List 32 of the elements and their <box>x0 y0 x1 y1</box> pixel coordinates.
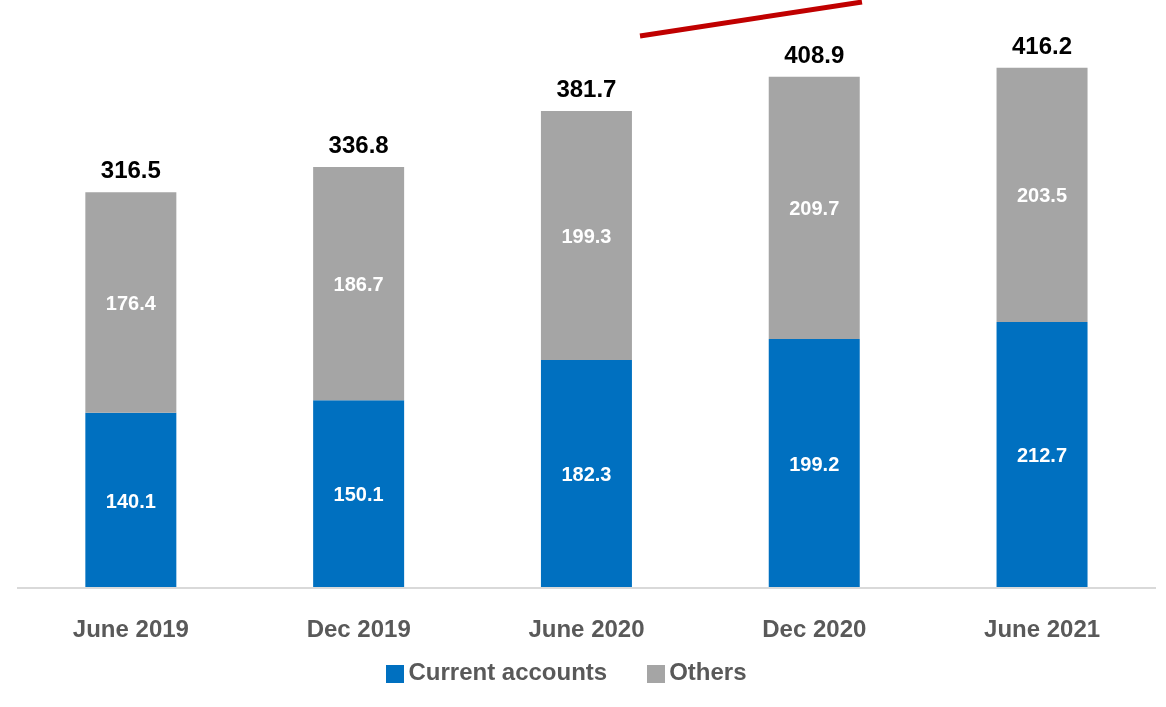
total-label: 416.2 <box>1012 31 1073 59</box>
total-label: 316.5 <box>100 156 161 184</box>
data-label: 203.5 <box>1017 183 1068 206</box>
bar <box>540 360 632 588</box>
data-label: 176.4 <box>105 291 157 314</box>
bar <box>768 338 860 588</box>
bar <box>85 412 177 588</box>
total-label: 381.7 <box>556 74 617 102</box>
data-label: 182.3 <box>561 463 612 486</box>
x-tick-label: June 2020 <box>528 615 645 643</box>
x-tick-label: Dec 2019 <box>306 615 411 643</box>
bar <box>313 166 405 401</box>
bar <box>540 110 632 361</box>
x-tick-label: Dec 2020 <box>762 615 867 643</box>
data-label: 186.7 <box>333 272 384 295</box>
bar <box>313 400 405 588</box>
data-label: 212.7 <box>1017 444 1068 467</box>
x-tick-label: June 2021 <box>984 615 1101 643</box>
bar <box>996 322 1088 588</box>
data-label: 199.3 <box>561 224 612 247</box>
data-label: 140.1 <box>105 489 156 512</box>
data-label: 150.1 <box>333 483 384 506</box>
total-label: 336.8 <box>328 130 389 158</box>
legend-label: Current accounts <box>408 658 608 685</box>
bar <box>85 192 177 413</box>
legend-label: Others <box>669 658 747 685</box>
total-label: 408.9 <box>784 40 845 68</box>
data-label: 209.7 <box>789 196 840 219</box>
data-label: 199.2 <box>789 452 840 475</box>
x-tick-label: June 2019 <box>72 615 189 643</box>
bar <box>768 76 860 339</box>
bar <box>996 67 1088 323</box>
